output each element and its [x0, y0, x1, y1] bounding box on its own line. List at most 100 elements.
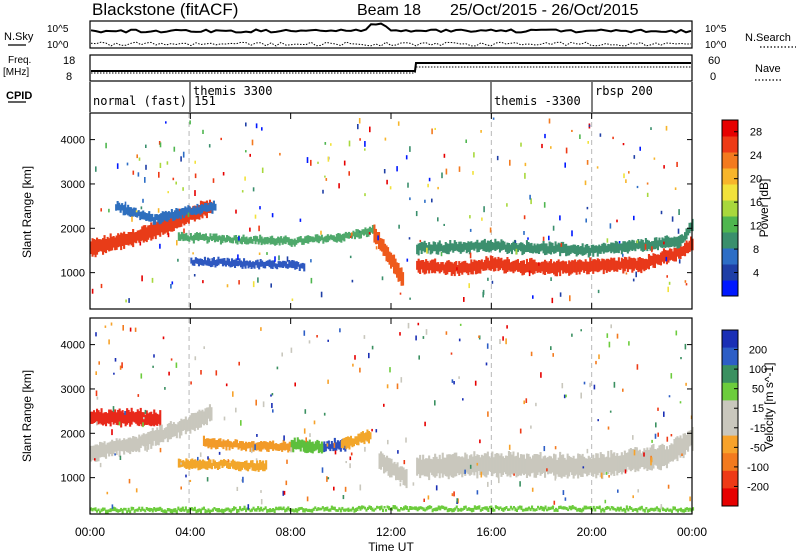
power-speckle [338, 183, 340, 189]
power-speckle [131, 216, 133, 222]
freq-right-label: Nave [755, 63, 781, 75]
velocity-speckle [321, 467, 324, 473]
power-speckle [238, 280, 240, 285]
velocity-speckle [506, 325, 508, 329]
power-speckle [299, 218, 302, 222]
velocity-speckle [309, 433, 311, 437]
power-speckle [254, 214, 257, 219]
power-speckle [678, 209, 680, 215]
velocity-speckle [605, 472, 608, 475]
velocity-speckle [242, 476, 244, 483]
velocity-speckle [464, 469, 466, 474]
velocity-band-7 [340, 429, 372, 450]
power-colorbar-swatch [722, 216, 738, 233]
power-speckle [108, 208, 110, 213]
power-speckle [364, 148, 366, 151]
velocity-speckle [95, 371, 97, 375]
power-speckle [676, 161, 678, 167]
power-speckle [310, 259, 312, 263]
velocity-speckle [622, 388, 624, 392]
velocity-speckle [405, 437, 407, 443]
power-speckle [183, 228, 185, 234]
velocity-speckle [608, 341, 611, 348]
power-speckle [445, 168, 448, 175]
velocity-ytick-label: 1000 [61, 473, 85, 485]
velocity-speckle [260, 490, 262, 493]
power-band-7 [416, 218, 694, 258]
power-speckle [623, 173, 625, 179]
velocity-speckle [276, 366, 279, 370]
velocity-speckle [305, 437, 307, 443]
power-speckle [431, 198, 433, 203]
velocity-speckle [95, 332, 97, 337]
power-colorbar-tick: 8 [753, 244, 759, 256]
velocity-speckle [628, 341, 630, 346]
velocity-speckle [306, 496, 309, 502]
velocity-speckle [580, 392, 582, 399]
velocity-speckle [505, 338, 507, 345]
power-speckle [384, 137, 387, 141]
cpid-panel: CPID normal (fast) 151 themis 3300 themi… [6, 82, 693, 112]
velocity-speckle [128, 478, 131, 484]
power-speckle [636, 240, 638, 244]
power-speckle [182, 187, 184, 191]
velocity-speckle [146, 446, 148, 452]
power-speckle [116, 163, 119, 169]
velocity-speckle [424, 421, 426, 427]
power-speckle [653, 157, 656, 160]
x-tick-label: 00:00 [75, 525, 105, 539]
velocity-speckle [636, 364, 639, 370]
velocity-speckle [122, 325, 124, 331]
power-speckle [351, 279, 354, 283]
velocity-speckle [189, 479, 192, 482]
velocity-speckle [386, 384, 389, 389]
velocity-colorbar-tick: -100 [747, 462, 769, 474]
cpid-segment-2: themis 3300 [193, 84, 272, 98]
power-speckle [306, 157, 309, 163]
power-speckle [170, 284, 172, 289]
velocity-speckle [546, 468, 548, 472]
velocity-speckle [207, 456, 209, 460]
velocity-speckle [616, 333, 619, 339]
power-speckle [571, 129, 573, 132]
power-speckle [369, 126, 371, 133]
power-speckle [550, 277, 552, 281]
velocity-speckle [650, 457, 653, 463]
power-speckle [320, 291, 323, 298]
power-speckle [357, 124, 359, 130]
x-axis-title: Time UT [368, 540, 414, 554]
power-marks [90, 113, 694, 309]
velocity-speckle [663, 411, 665, 417]
velocity-speckle [364, 446, 366, 452]
velocity-speckle [530, 351, 533, 357]
power-speckle [202, 280, 204, 284]
velocity-speckle [508, 444, 511, 450]
power-speckle [428, 177, 431, 182]
power-band-4 [190, 256, 306, 272]
power-speckle [237, 254, 239, 260]
velocity-speckle [339, 328, 341, 333]
power-speckle [327, 156, 330, 162]
velocity-speckle [197, 456, 199, 461]
power-speckle [348, 140, 351, 147]
velocity-speckle [552, 353, 554, 357]
power-speckle [528, 270, 531, 277]
power-speckle [665, 125, 668, 131]
power-speckle [95, 166, 97, 172]
velocity-colorbar-swatch [722, 470, 738, 489]
noise-search-trace [90, 41, 692, 47]
velocity-speckle [387, 439, 389, 445]
velocity-speckle [232, 391, 234, 397]
velocity-speckle [458, 376, 460, 379]
power-speckle [249, 227, 251, 232]
power-speckle [409, 197, 411, 201]
power-speckle [463, 297, 465, 302]
power-speckle [310, 277, 313, 284]
freq-left-tick-top: 18 [63, 55, 75, 67]
velocity-speckle [609, 410, 612, 413]
power-speckle [440, 252, 443, 257]
velocity-speckle [159, 447, 162, 453]
velocity-speckle [326, 443, 329, 447]
power-ytick-label: 3000 [61, 179, 85, 191]
power-speckle [663, 165, 665, 169]
